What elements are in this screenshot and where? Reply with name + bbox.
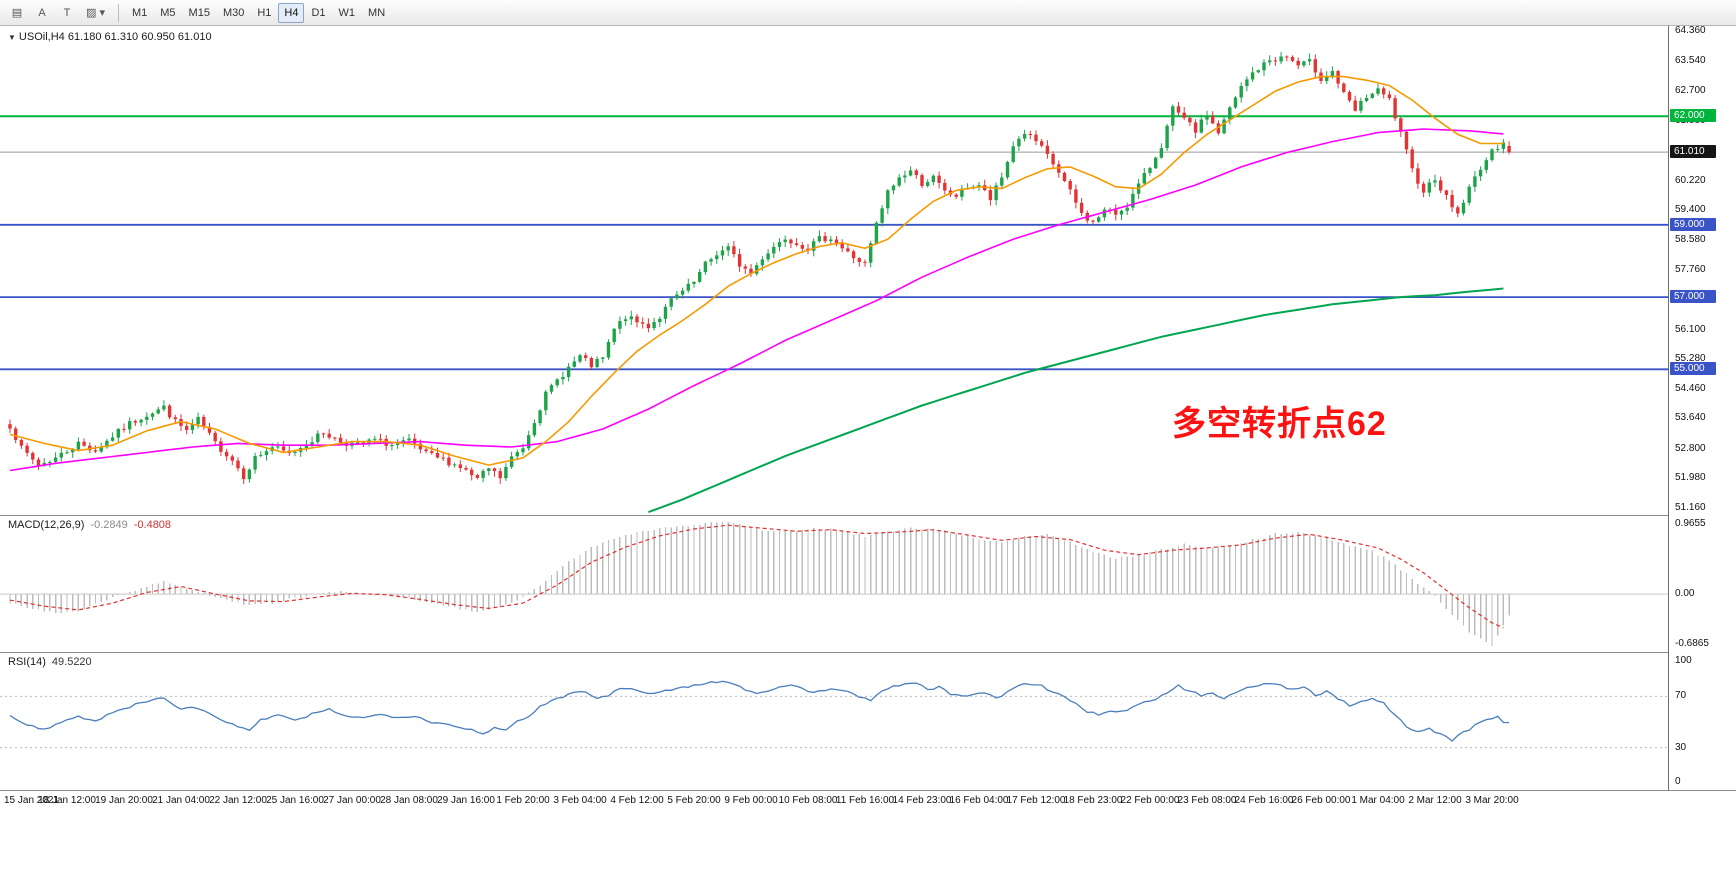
timeframe-m1-button[interactable]: M1 <box>131 6 148 19</box>
price-tick: 56.100 <box>1675 323 1706 335</box>
price-tick: 53.640 <box>1675 412 1706 424</box>
timeframe-mn-button[interactable]: MN <box>368 6 386 19</box>
time-tick: 5 Feb 20:00 <box>667 795 721 806</box>
price-tick: 51.980 <box>1675 472 1706 484</box>
macd-tick: 0.00 <box>1675 588 1695 600</box>
time-tick: 25 Jan 16:00 <box>266 795 324 806</box>
rsi-value: 49.5220 <box>51 656 92 668</box>
time-tick: 14 Feb 23:00 <box>892 795 952 806</box>
rsi-name: RSI(14) <box>8 656 46 668</box>
time-tick: 1 Feb 20:00 <box>496 795 550 806</box>
timeframe-m5-button[interactable]: M5 <box>160 6 176 19</box>
price-tick: 58.580 <box>1675 233 1706 245</box>
toolbar-separator <box>117 3 119 22</box>
macd-signal-value: -0.4808 <box>133 519 172 531</box>
rsi-label: RSI(14) 49.5220 <box>8 656 92 668</box>
price-tick: 60.220 <box>1675 174 1706 186</box>
timeframe-d1-button[interactable]: D1 <box>311 6 326 19</box>
time-axis[interactable]: 15 Jan 2021 18 Jan 12:00 19 Jan 20:00 21 Ja… <box>0 791 1668 811</box>
toolbar: ▤ A T ▨ ▾ M1 M5 M15 M30 H1 H4 D1 W1 MN <box>0 0 1736 26</box>
time-tick: 21 Jan 04:00 <box>152 795 210 806</box>
hline-price-label: 59.000 <box>1670 217 1716 231</box>
time-tick: 16 Feb 04:00 <box>949 795 1009 806</box>
macd-main-value: -0.2849 <box>90 519 128 531</box>
text-label-icon[interactable]: A <box>38 6 46 19</box>
time-tick: 22 Feb 00:00 <box>1120 795 1180 806</box>
time-tick: 9 Feb 00:00 <box>724 795 778 806</box>
time-tick: 11 Feb 16:00 <box>835 795 895 806</box>
rsi-tick: 30 <box>1675 741 1687 753</box>
time-tick: 3 Mar 20:00 <box>1465 795 1519 806</box>
price-tick: 63.540 <box>1675 54 1706 66</box>
symbol-label: USOil,H4 <box>18 31 65 43</box>
macd-rsi-separator[interactable] <box>0 652 1736 653</box>
hline-price-label: 62.000 <box>1670 109 1716 123</box>
rsi-tick: 70 <box>1675 690 1687 702</box>
time-tick: 28 Jan 08:00 <box>380 795 438 806</box>
hline-price-label: 55.000 <box>1670 362 1716 376</box>
time-tick: 29 Jan 16:00 <box>437 795 495 806</box>
time-tick: 4 Feb 12:00 <box>610 795 664 806</box>
time-tick: 17 Feb 12:00 <box>1006 795 1066 806</box>
chart-annotation[interactable]: 多空转折点62 <box>1172 405 1387 443</box>
macd-tick: -0.6865 <box>1675 638 1709 649</box>
price-tick: 59.400 <box>1675 204 1706 216</box>
hline-price-label: 57.000 <box>1670 290 1716 304</box>
timeframe-m30-button[interactable]: M30 <box>222 6 245 19</box>
time-tick: 15 Jan 2021 <box>4 795 60 806</box>
time-tick: 2 Mar 12:00 <box>1408 795 1462 806</box>
price-tick: 54.460 <box>1675 382 1706 394</box>
time-tick: 1 Mar 04:00 <box>1351 795 1405 806</box>
chart-macd-separator[interactable] <box>0 515 1736 516</box>
time-tick: 26 Feb 00:00 <box>1291 795 1351 806</box>
price-tick: 51.160 <box>1675 502 1706 514</box>
ohlc-values: 61.180 61.310 60.950 61.010 <box>67 31 212 43</box>
macd-label: MACD(12,26,9) -0.2849 -0.4808 <box>8 519 171 531</box>
time-tick: 27 Jan 00:00 <box>323 795 381 806</box>
symbol-ohlc-label: ▼ USOil,H4 61.180 61.310 60.950 61.010 <box>8 31 212 43</box>
price-tick: 55.280 <box>1675 353 1706 365</box>
time-tick: 18 Jan 12:00 <box>38 795 96 806</box>
timeframe-h1-button[interactable]: H1 <box>257 6 272 19</box>
rsi-time-separator <box>0 790 1736 791</box>
timeframe-w1-button[interactable]: W1 <box>338 6 356 19</box>
macd-tick: 0.9655 <box>1675 518 1706 529</box>
bid-price-label: 61.010 <box>1670 145 1716 159</box>
rsi-tick: 0 <box>1675 776 1681 787</box>
time-tick: 19 Jan 20:00 <box>95 795 153 806</box>
price-tick: 57.760 <box>1675 263 1706 275</box>
time-tick: 10 Feb 08:00 <box>778 795 838 806</box>
text-box-icon[interactable]: T <box>63 6 71 19</box>
draw-toolbar: ▤ A T ▨ ▾ <box>5 3 111 23</box>
price-tick: 64.360 <box>1675 25 1706 37</box>
timeframe-toolbar: M1 M5 M15 M30 H1 H4 D1 W1 MN <box>126 2 391 23</box>
timeframe-m15-button[interactable]: M15 <box>188 6 210 19</box>
rsi-tick: 100 <box>1675 655 1692 666</box>
timeframe-h4-button[interactable]: H4 <box>278 2 305 23</box>
time-tick: 24 Feb 16:00 <box>1234 795 1294 806</box>
chart-marker-icon: ▼ <box>8 33 16 42</box>
time-tick: 18 Feb 23:00 <box>1063 795 1123 806</box>
macd-name: MACD(12,26,9) <box>8 519 85 531</box>
time-tick: 23 Feb 08:00 <box>1177 795 1237 806</box>
shapes-icon[interactable]: ▨ ▾ <box>86 7 105 19</box>
draw-tools-icon[interactable]: ▤ <box>11 7 23 19</box>
time-tick: 22 Jan 12:00 <box>209 795 267 806</box>
price-axis[interactable]: 64.36063.54062.70061.88060.22059.40058.5… <box>1668 25 1736 790</box>
price-tick: 52.800 <box>1675 442 1706 454</box>
price-tick: 62.700 <box>1675 85 1706 97</box>
time-tick: 3 Feb 04:00 <box>553 795 607 806</box>
